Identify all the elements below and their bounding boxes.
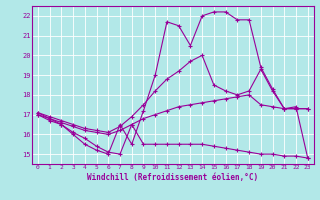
X-axis label: Windchill (Refroidissement éolien,°C): Windchill (Refroidissement éolien,°C): [87, 173, 258, 182]
